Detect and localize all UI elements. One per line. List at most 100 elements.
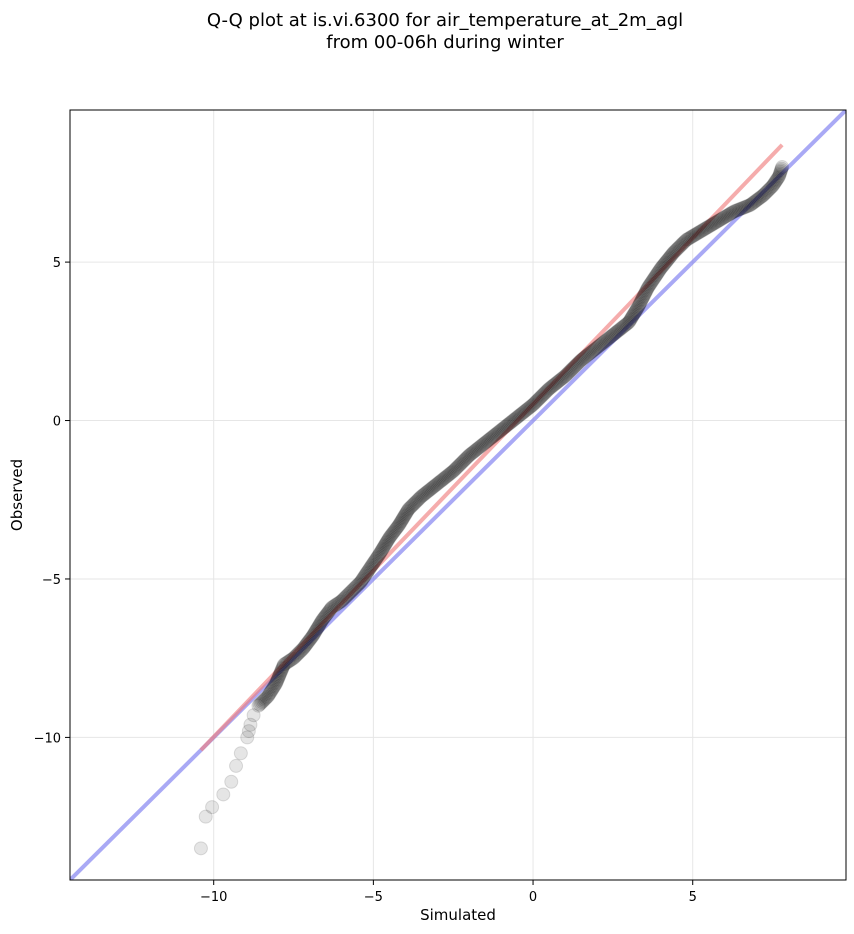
data-point xyxy=(352,576,367,591)
data-point xyxy=(501,417,516,432)
data-point xyxy=(216,787,231,802)
data-point xyxy=(427,478,442,493)
data-point xyxy=(649,268,664,283)
data-point xyxy=(263,684,278,699)
data-point xyxy=(671,240,686,255)
data-point xyxy=(505,414,520,429)
data-point xyxy=(378,537,393,552)
data-point xyxy=(753,190,768,205)
data-point xyxy=(773,164,788,179)
data-point xyxy=(243,717,258,732)
data-point xyxy=(772,167,787,182)
data-point xyxy=(472,440,487,455)
data-point xyxy=(449,460,464,475)
data-point xyxy=(331,595,346,610)
data-point xyxy=(709,214,724,229)
data-point xyxy=(684,229,699,244)
data-point xyxy=(597,334,612,349)
data-point xyxy=(604,328,619,343)
data-point xyxy=(737,200,752,215)
data-point xyxy=(291,646,306,661)
x-tick-label: −10 xyxy=(200,890,227,905)
data-point xyxy=(279,655,294,670)
data-point xyxy=(580,348,595,363)
x-tick-label: −5 xyxy=(364,890,383,905)
data-point xyxy=(345,583,360,598)
data-point xyxy=(322,603,337,618)
data-point xyxy=(468,443,483,458)
data-point xyxy=(464,446,479,461)
data-point xyxy=(754,189,769,204)
data-point xyxy=(775,160,790,175)
data-point xyxy=(307,626,322,641)
data-point xyxy=(650,266,665,281)
data-point xyxy=(613,322,628,337)
data-point xyxy=(305,629,320,644)
data-point xyxy=(301,634,316,649)
data-point xyxy=(469,442,484,457)
data-point xyxy=(298,637,313,652)
data-point xyxy=(372,546,387,561)
data-point xyxy=(282,653,297,668)
data-point xyxy=(492,424,507,439)
data-point xyxy=(578,349,593,364)
data-point xyxy=(397,508,412,523)
data-point xyxy=(455,455,470,470)
data-point xyxy=(638,284,653,299)
data-point xyxy=(518,403,533,418)
data-point xyxy=(592,338,607,353)
data-point xyxy=(429,477,444,492)
data-point xyxy=(406,497,421,512)
data-point xyxy=(678,234,693,249)
data-point xyxy=(502,416,517,431)
data-point xyxy=(403,499,418,514)
data-point xyxy=(233,746,248,761)
data-point xyxy=(668,243,683,258)
data-point xyxy=(608,326,623,341)
data-point xyxy=(461,449,476,464)
data-point xyxy=(573,353,588,368)
data-point xyxy=(371,547,386,562)
data-point xyxy=(321,604,336,619)
data-point xyxy=(348,579,363,594)
data-point xyxy=(632,296,647,311)
data-point xyxy=(554,372,569,387)
data-point xyxy=(557,369,572,384)
data-point xyxy=(362,561,377,576)
data-point xyxy=(265,682,280,697)
data-point xyxy=(358,568,373,583)
data-point xyxy=(614,321,629,336)
data-point xyxy=(535,388,550,403)
data-point xyxy=(395,512,410,527)
data-point xyxy=(353,575,368,590)
data-point xyxy=(771,169,786,184)
data-point xyxy=(386,525,401,540)
data-point xyxy=(374,543,389,558)
data-point xyxy=(641,279,656,294)
data-point xyxy=(416,487,431,502)
data-point xyxy=(446,464,461,479)
data-point xyxy=(487,427,502,442)
data-point xyxy=(490,425,505,440)
data-point xyxy=(629,303,644,318)
data-point xyxy=(435,473,450,488)
data-point xyxy=(771,170,786,185)
data-point xyxy=(609,325,624,340)
data-point xyxy=(536,387,551,402)
data-point xyxy=(730,203,745,218)
data-point xyxy=(294,642,309,657)
data-point xyxy=(646,272,661,287)
data-point xyxy=(717,209,732,224)
data-point xyxy=(513,407,528,422)
data-point xyxy=(272,669,287,684)
data-point xyxy=(765,179,780,194)
data-point xyxy=(369,552,384,567)
data-point xyxy=(529,394,544,409)
data-point xyxy=(241,724,256,739)
data-point xyxy=(447,463,462,478)
data-point xyxy=(773,166,788,181)
data-point xyxy=(370,549,385,564)
data-point xyxy=(373,545,388,560)
data-point xyxy=(654,260,669,275)
data-point xyxy=(398,507,413,522)
